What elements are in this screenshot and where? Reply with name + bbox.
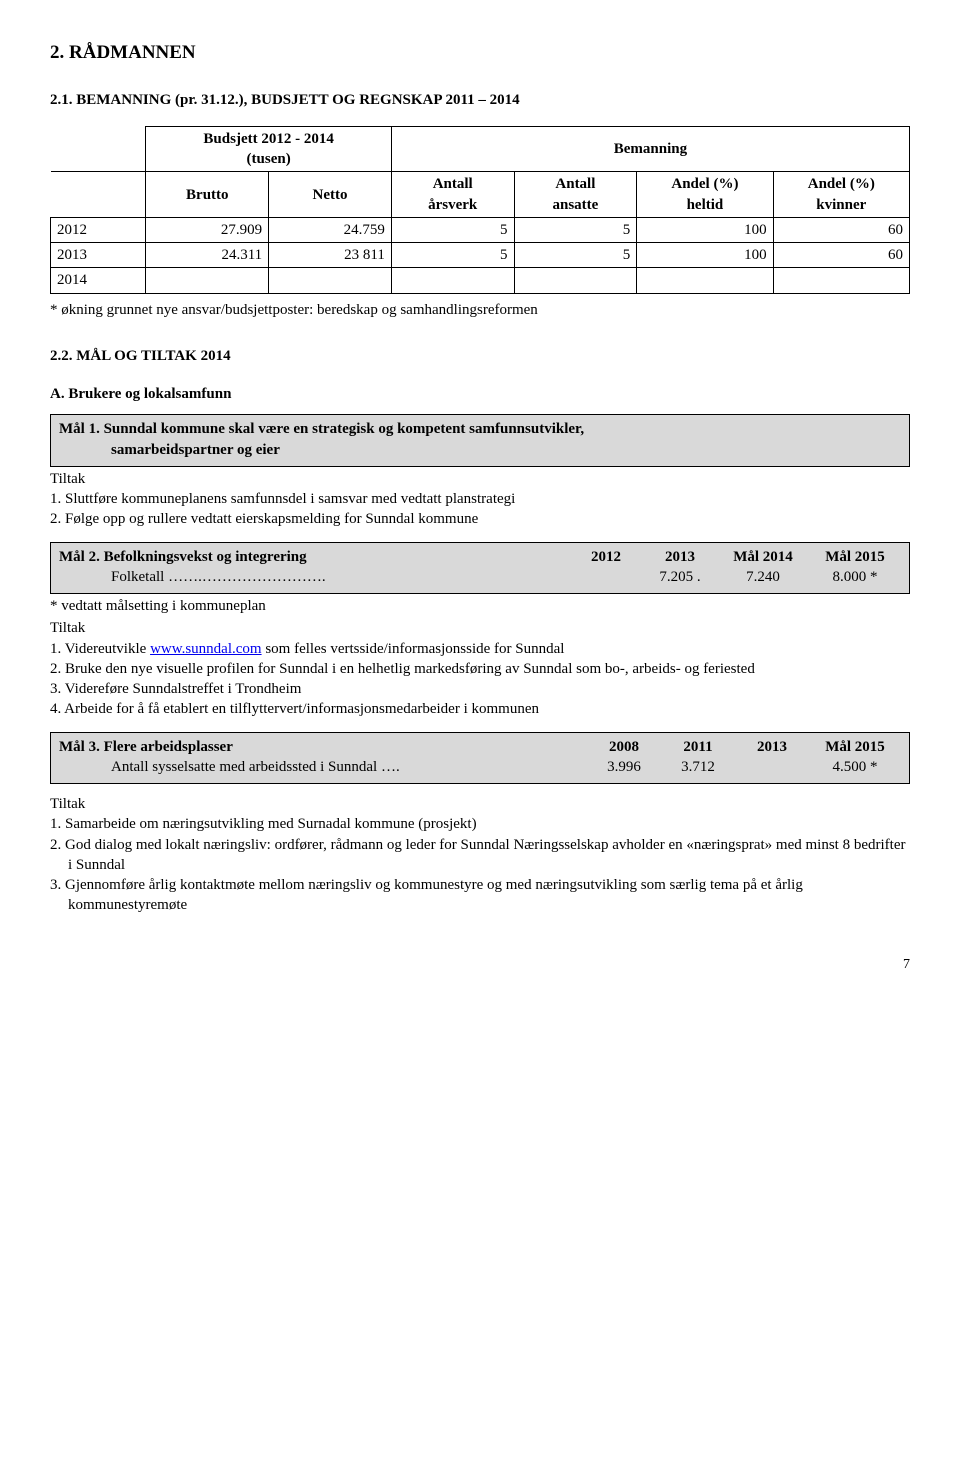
list-item: 1. Samarbeide om næringsutvikling med Su…: [50, 814, 910, 834]
cell-netto: 23 811: [269, 243, 392, 268]
col-blank: [51, 172, 146, 218]
list-item: 4. Arbeide for å få etablert en tilflytt…: [50, 699, 910, 719]
cell-heltid: 100: [637, 243, 773, 268]
cell-kvinner: 60: [773, 217, 909, 242]
col-brutto: Brutto: [146, 172, 269, 218]
goal-2-year: Mål 2014: [717, 547, 809, 567]
goal-3-val: 4.500 *: [809, 757, 901, 777]
section-heading-1: 2. RÅDMANNEN: [50, 40, 910, 66]
goal-2-sub: Folketall …….…………………….: [59, 567, 569, 587]
cell-ansatte: 5: [514, 217, 637, 242]
col-netto: Netto: [269, 172, 392, 218]
cell-year: 2013: [51, 243, 146, 268]
cell-heltid: [637, 268, 773, 293]
tiltak-label: Tiltak: [50, 794, 910, 814]
cell-year: 2014: [51, 268, 146, 293]
list-item: 1. Sluttføre kommuneplanens samfunnsdel …: [50, 489, 910, 509]
goal-3-sub: Antall sysselsatte med arbeidssted i Sun…: [59, 757, 587, 777]
sunndal-link[interactable]: www.sunndal.com: [150, 641, 262, 657]
budsjett-head: Budsjett 2012 - 2014 (tusen): [146, 126, 391, 172]
cell-brutto: [146, 268, 269, 293]
cell-ansatte: 5: [514, 243, 637, 268]
list-item: 1. Videreutvikle www.sunndal.com som fel…: [50, 639, 910, 659]
goal-2-year: 2013: [643, 547, 717, 567]
col-kvinner: Andel (%) kvinner: [773, 172, 909, 218]
cell-year: 2012: [51, 217, 146, 242]
page-number: 7: [50, 956, 910, 975]
item-pre: 1. Videreutvikle: [50, 641, 150, 657]
section-heading-2-mal: 2.2. MÅL OG TILTAK 2014: [50, 346, 910, 366]
goal-3-val: 3.712: [661, 757, 735, 777]
goal-1-items: 1. Sluttføre kommuneplanens samfunnsdel …: [50, 489, 910, 530]
list-item: 2. God dialog med lokalt næringsliv: ord…: [50, 835, 910, 876]
goal-2-val: 8.000 *: [809, 567, 901, 587]
goal-2-title: Mål 2. Befolkningsvekst og integrering: [59, 547, 569, 567]
goal-2-year: 2012: [569, 547, 643, 567]
footnote-okning: * økning grunnet nye ansvar/budsjettpost…: [50, 300, 910, 320]
tiltak-label: Tiltak: [50, 618, 910, 638]
table-row: 2014: [51, 268, 910, 293]
cell-aarsverk: 5: [391, 243, 514, 268]
empty-head: [51, 126, 146, 172]
goal-2-note: * vedtatt målsetting i kommuneplan: [50, 596, 910, 616]
list-item: 3. Gjennomføre årlig kontaktmøte mellom …: [50, 875, 910, 916]
sub-heading-a: A. Brukere og lokalsamfunn: [50, 384, 910, 404]
goal-1-sub: samarbeidspartner og eier: [59, 440, 901, 460]
cell-brutto: 24.311: [146, 243, 269, 268]
goal-2-val: 7.205 .: [643, 567, 717, 587]
cell-heltid: 100: [637, 217, 773, 242]
goal-3-year: 2013: [735, 737, 809, 757]
cell-kvinner: [773, 268, 909, 293]
tiltak-label: Tiltak: [50, 469, 910, 489]
table-row: 2013 24.311 23 811 5 5 100 60: [51, 243, 910, 268]
goal-3-items: 1. Samarbeide om næringsutvikling med Su…: [50, 814, 910, 915]
item-post: som felles vertsside/informasjonsside fo…: [262, 641, 565, 657]
goal-3-val: 3.996: [587, 757, 661, 777]
cell-brutto: 27.909: [146, 217, 269, 242]
col-ansatte: Antall ansatte: [514, 172, 637, 218]
col-heltid: Andel (%) heltid: [637, 172, 773, 218]
goal-1-title: Mål 1. Sunndal kommune skal være en stra…: [59, 419, 901, 439]
goal-3-year: 2008: [587, 737, 661, 757]
cell-netto: [269, 268, 392, 293]
cell-ansatte: [514, 268, 637, 293]
list-item: 2. Følge opp og rullere vedtatt eierskap…: [50, 509, 910, 529]
goal-2-val: 7.240: [717, 567, 809, 587]
goal-box-1: Mål 1. Sunndal kommune skal være en stra…: [50, 414, 910, 467]
list-item: 2. Bruke den nye visuelle profilen for S…: [50, 659, 910, 679]
goal-2-items: 1. Videreutvikle www.sunndal.com som fel…: [50, 639, 910, 720]
cell-kvinner: 60: [773, 243, 909, 268]
cell-aarsverk: [391, 268, 514, 293]
table-row: 2012 27.909 24.759 5 5 100 60: [51, 217, 910, 242]
goal-3-val: [735, 757, 809, 777]
goal-3-year: Mål 2015: [809, 737, 901, 757]
cell-aarsverk: 5: [391, 217, 514, 242]
cell-netto: 24.759: [269, 217, 392, 242]
list-item: 3. Videreføre Sunndalstreffet i Trondhei…: [50, 679, 910, 699]
goal-box-2: Mål 2. Befolkningsvekst og integrering 2…: [50, 542, 910, 595]
col-aarsverk: Antall årsverk: [391, 172, 514, 218]
goal-2-year: Mål 2015: [809, 547, 901, 567]
goal-box-3: Mål 3. Flere arbeidsplasser 2008 2011 20…: [50, 732, 910, 785]
goal-2-val: [569, 567, 643, 587]
bemanning-head: Bemanning: [391, 126, 909, 172]
section-heading-2-bemanning: 2.1. BEMANNING (pr. 31.12.), BUDSJETT OG…: [50, 90, 910, 110]
goal-3-title: Mål 3. Flere arbeidsplasser: [59, 737, 587, 757]
goal-3-year: 2011: [661, 737, 735, 757]
bemanning-table: Budsjett 2012 - 2014 (tusen) Bemanning B…: [50, 126, 910, 294]
